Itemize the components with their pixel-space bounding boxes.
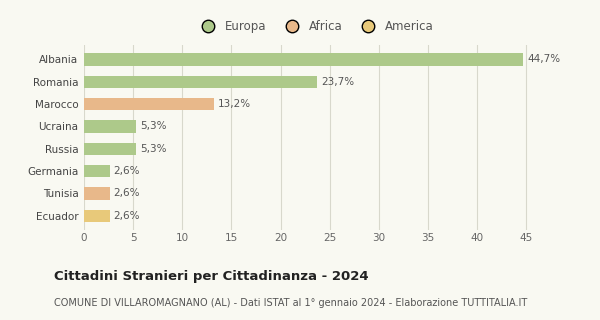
Text: 5,3%: 5,3% [140,121,167,132]
Bar [84,143,136,155]
Legend: Europa, Africa, America: Europa, Africa, America [194,17,436,35]
Bar [84,76,317,88]
Text: Cittadini Stranieri per Cittadinanza - 2024: Cittadini Stranieri per Cittadinanza - 2… [54,270,368,284]
Text: 2,6%: 2,6% [113,211,140,221]
Bar [84,53,523,66]
Text: 23,7%: 23,7% [321,77,354,87]
Text: 5,3%: 5,3% [140,144,167,154]
Text: 2,6%: 2,6% [113,166,140,176]
Bar [84,187,110,200]
Text: 2,6%: 2,6% [113,188,140,198]
Bar [84,210,110,222]
Text: 44,7%: 44,7% [527,54,560,64]
Bar [84,98,214,110]
Text: 13,2%: 13,2% [218,99,251,109]
Text: COMUNE DI VILLAROMAGNANO (AL) - Dati ISTAT al 1° gennaio 2024 - Elaborazione TUT: COMUNE DI VILLAROMAGNANO (AL) - Dati IST… [54,298,527,308]
Bar [84,165,110,177]
Bar [84,120,136,132]
